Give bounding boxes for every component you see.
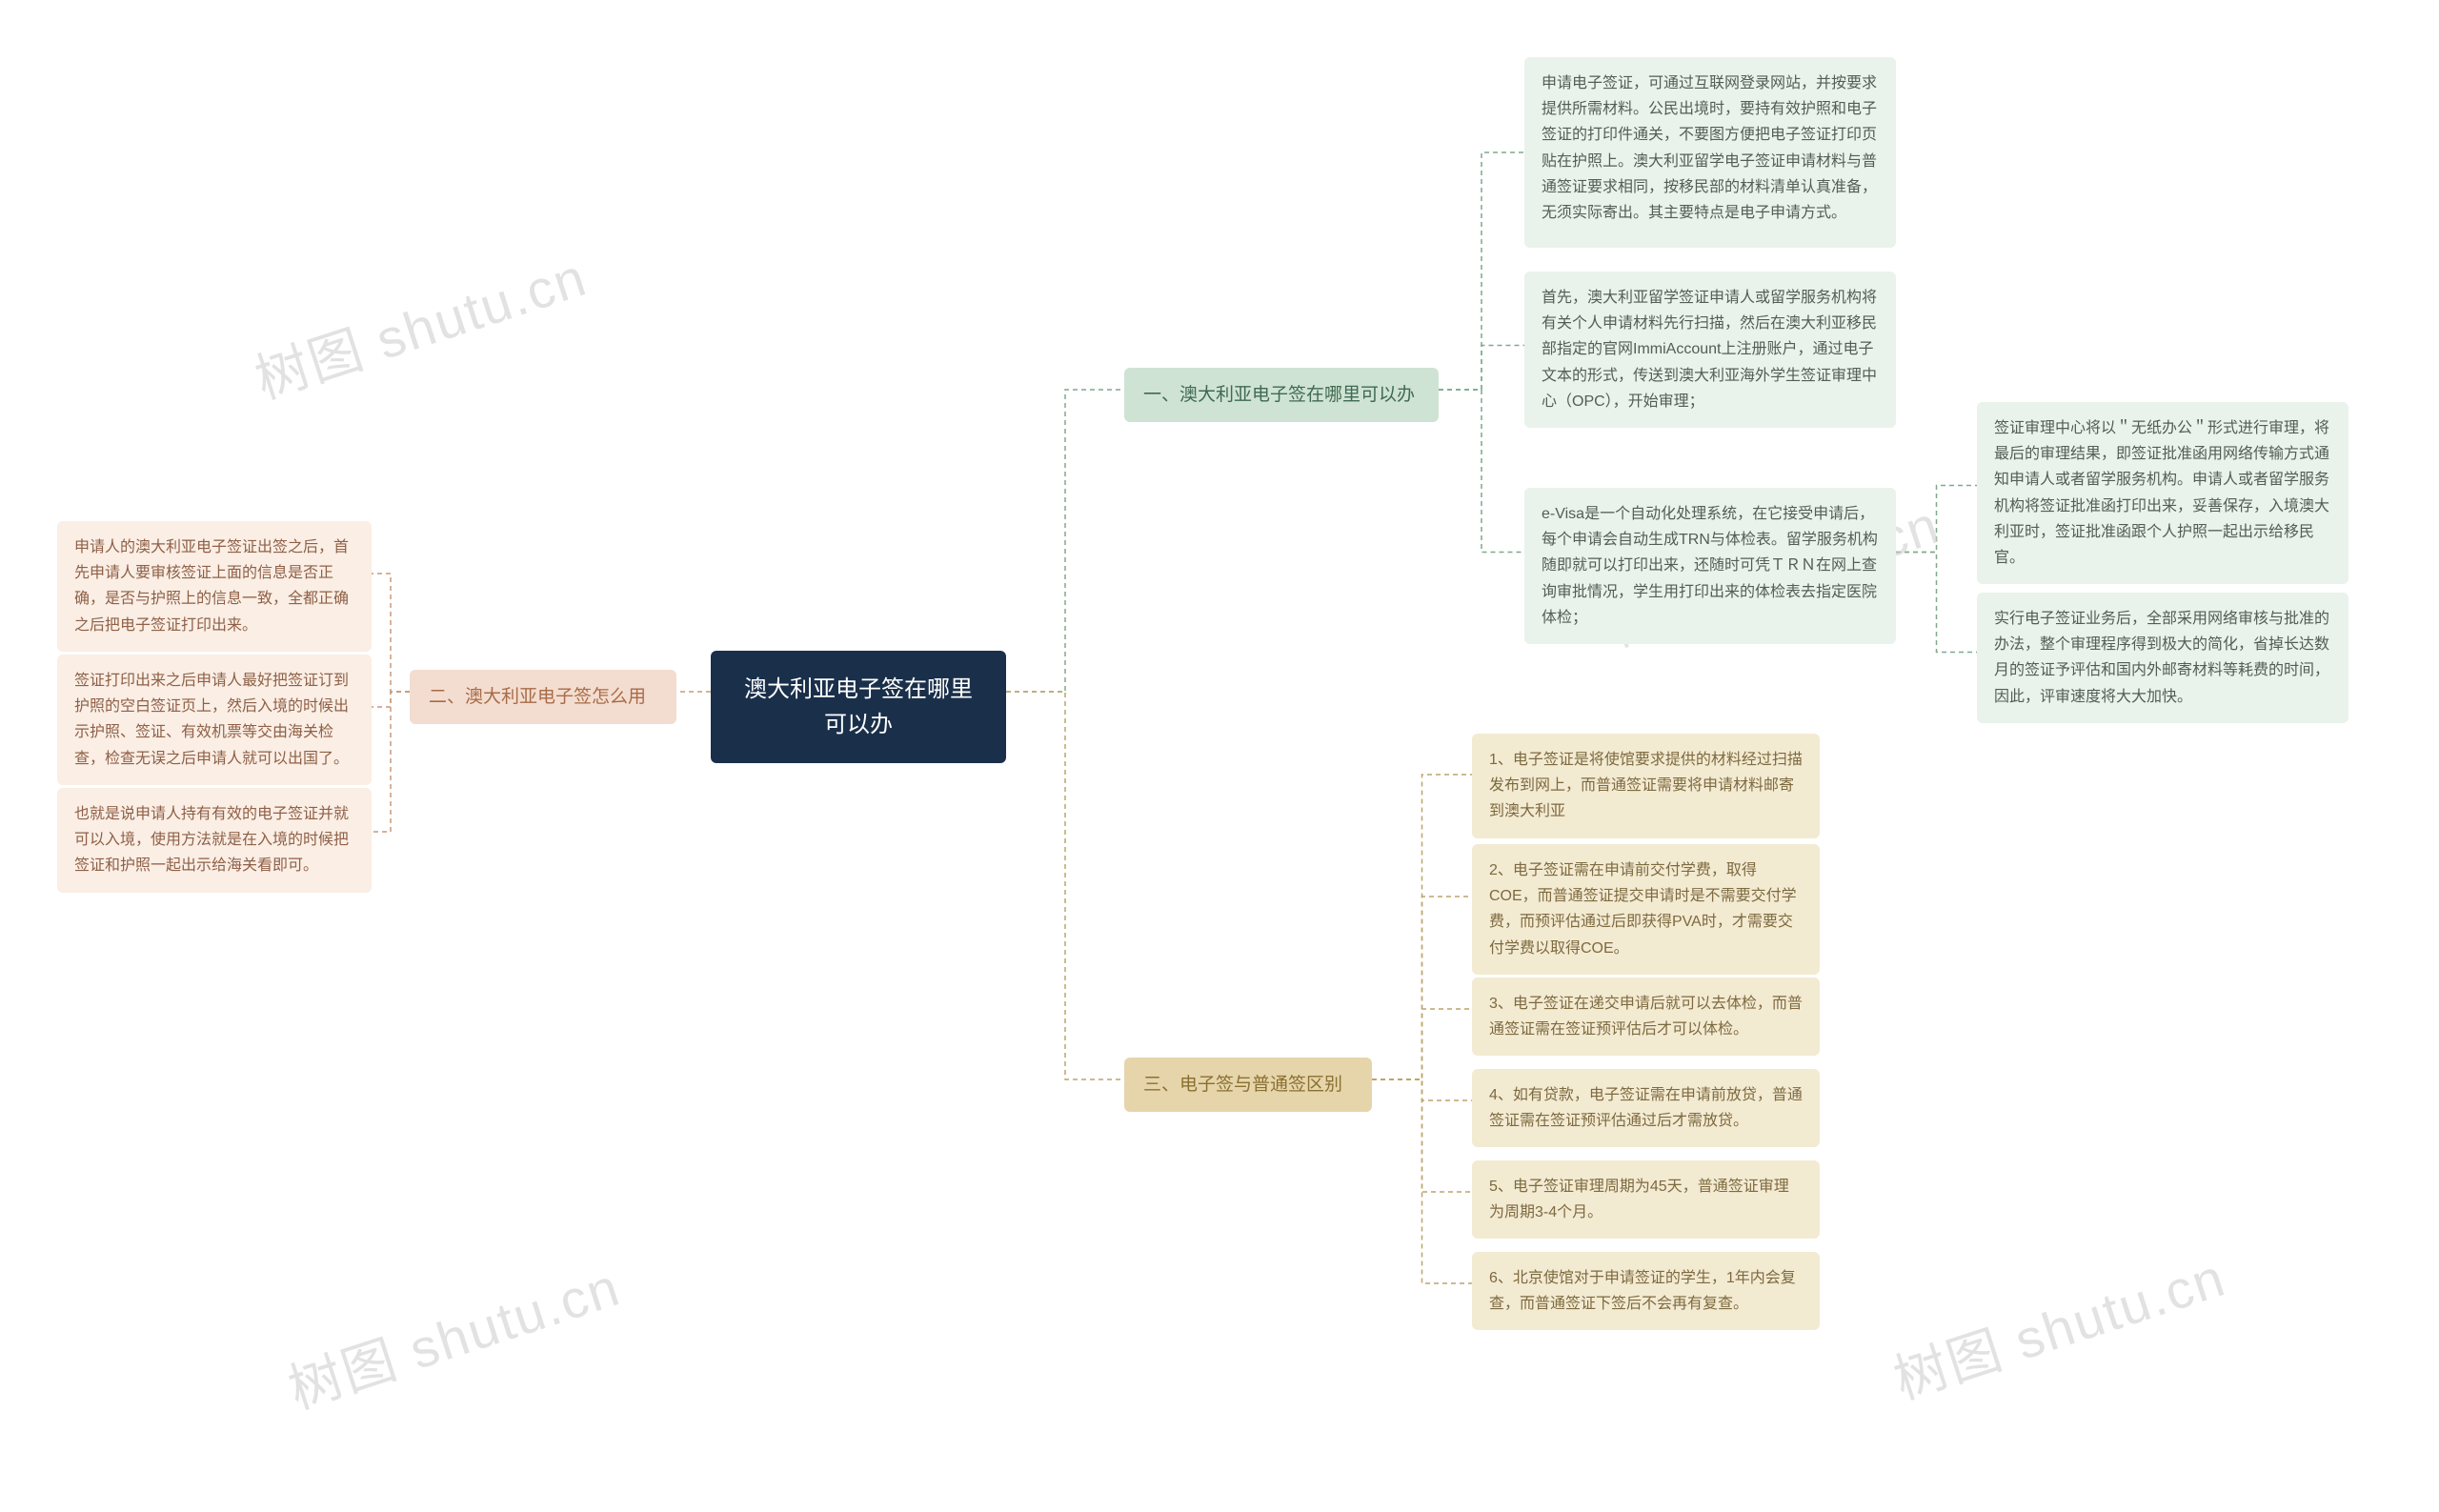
- leaf-b3-2: 3、电子签证在递交申请后就可以去体检，而普通签证需在签证预评估后才可以体检。: [1472, 978, 1820, 1056]
- leaf-b2-0: 申请人的澳大利亚电子签证出签之后，首先申请人要审核签证上面的信息是否正确，是否与…: [57, 521, 372, 652]
- branch-b1: 一、澳大利亚电子签在哪里可以办: [1124, 368, 1439, 422]
- leaf-b3-4: 5、电子签证审理周期为45天，普通签证审理为周期3-4个月。: [1472, 1160, 1820, 1239]
- leaf-b3-3: 4、如有贷款，电子签证需在申请前放贷，普通签证需在签证预评估通过后才需放贷。: [1472, 1069, 1820, 1147]
- leaf-b1-2-0: 签证审理中心将以＂无纸办公＂形式进行审理，将最后的审理结果，即签证批准函用网络传…: [1977, 402, 2348, 584]
- leaf-b3-0: 1、电子签证是将使馆要求提供的材料经过扫描发布到网上，而普通签证需要将申请材料邮…: [1472, 734, 1820, 838]
- leaf-b1-2: e-Visa是一个自动化处理系统，在它接受申请后，每个申请会自动生成TRN与体检…: [1524, 488, 1896, 644]
- branch-b3: 三、电子签与普通签区别: [1124, 1058, 1372, 1112]
- watermark: 树图 shutu.cn: [244, 234, 595, 414]
- watermark: 树图 shutu.cn: [1883, 1235, 2234, 1415]
- leaf-b2-1: 签证打印出来之后申请人最好把签证订到护照的空白签证页上，然后入境的时候出示护照、…: [57, 655, 372, 785]
- branch-b2: 二、澳大利亚电子签怎么用: [410, 670, 676, 724]
- leaf-b3-5: 6、北京使馆对于申请签证的学生，1年内会复查，而普通签证下签后不会再有复查。: [1472, 1252, 1820, 1330]
- watermark: 树图 shutu.cn: [277, 1244, 629, 1424]
- leaf-b1-1: 首先，澳大利亚留学签证申请人或留学服务机构将有关个人申请材料先行扫描，然后在澳大…: [1524, 272, 1896, 428]
- leaf-b1-2-1: 实行电子签证业务后，全部采用网络审核与批准的办法，整个审理程序得到极大的简化，省…: [1977, 593, 2348, 723]
- root-node: 澳大利亚电子签在哪里可以办: [711, 651, 1006, 763]
- leaf-b3-1: 2、电子签证需在申请前交付学费，取得COE，而普通签证提交申请时是不需要交付学费…: [1472, 844, 1820, 975]
- leaf-b2-2: 也就是说申请人持有有效的电子签证并就可以入境，使用方法就是在入境的时候把签证和护…: [57, 788, 372, 893]
- leaf-b1-0: 申请电子签证，可通过互联网登录网站，并按要求提供所需材料。公民出境时，要持有效护…: [1524, 57, 1896, 248]
